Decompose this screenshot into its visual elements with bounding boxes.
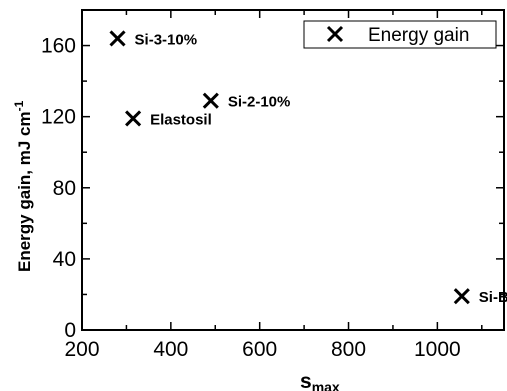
legend: Energy gain (303, 20, 497, 49)
x-axis-ticks: 200 400 600 800 1000 (64, 10, 483, 361)
data-point-marker (453, 288, 470, 305)
x-marker-stroke (109, 30, 126, 47)
legend-label: Energy gain (368, 25, 469, 46)
x-tick-label: 1000 (414, 338, 461, 361)
x-marker-stroke (326, 25, 344, 43)
data-point-label: Si-3-10% (135, 31, 198, 48)
data-point-marker (109, 30, 126, 47)
x-axis-title: smax (300, 370, 340, 391)
y-axis-title-superscript: -1 (12, 100, 26, 111)
legend-x-marker (326, 25, 344, 43)
legend-x-marker-shape (326, 25, 344, 43)
x-marker-stroke (202, 92, 219, 109)
x-tick-label: 400 (153, 338, 188, 361)
y-tick-label: 160 (41, 35, 76, 58)
x-tick-label: 800 (331, 338, 366, 361)
x-axis-title-subscript: max (312, 379, 340, 391)
y-axis-ticks: 0 40 80 120 160 (41, 9, 504, 342)
x-marker-stroke (453, 288, 470, 305)
y-tick-label: 80 (53, 177, 76, 200)
data-point-label: Elastosil (150, 111, 212, 128)
y-axis-title: Energy gain, mJ cm-1 (12, 100, 34, 272)
data-point-marker (202, 92, 219, 109)
y-tick-label: 0 (64, 319, 76, 342)
x-marker-stroke (125, 110, 142, 127)
x-tick-label: 600 (242, 338, 277, 361)
data-point-label: Si-Blank (479, 289, 507, 306)
y-tick-label: 120 (41, 106, 76, 129)
y-tick-label: 40 (53, 248, 76, 271)
x-tick-label: 200 (64, 338, 99, 361)
data-points: Si-3-10% Si-2-10% Elastosil Si-Blank (109, 30, 507, 306)
plot-frame (81, 9, 505, 331)
data-point-marker (125, 110, 142, 127)
data-point-label: Si-2-10% (228, 94, 291, 111)
